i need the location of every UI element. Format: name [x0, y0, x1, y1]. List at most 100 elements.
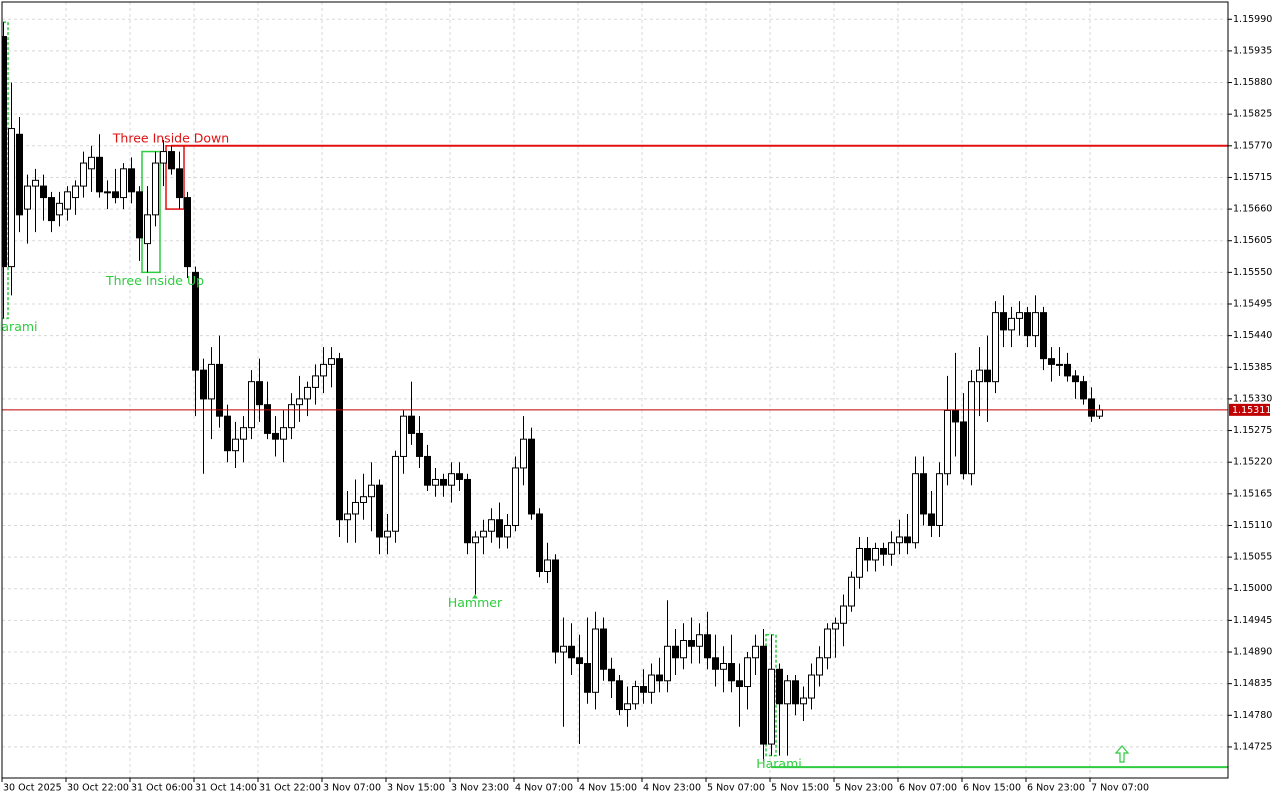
- candle-body: [768, 668, 775, 745]
- candle-body: [208, 363, 215, 400]
- x-tick-label: 7 Nov 07:00: [1091, 783, 1149, 794]
- y-tick-label: 1.15220: [1233, 457, 1272, 468]
- candle-body: [160, 151, 167, 164]
- candle-body: [608, 668, 615, 682]
- candle-body: [792, 680, 799, 705]
- candle-body: [480, 530, 487, 538]
- candle-body: [744, 657, 751, 688]
- candle-body: [296, 398, 303, 406]
- candle-body: [168, 151, 175, 170]
- candle-body: [408, 415, 415, 434]
- candle-body: [952, 409, 959, 423]
- candle-body: [600, 628, 607, 670]
- candle-body: [592, 628, 599, 693]
- candle-body: [536, 513, 543, 572]
- candle-body: [848, 576, 855, 607]
- candle-body: [648, 674, 655, 693]
- y-tick-label: 1.15385: [1233, 362, 1272, 373]
- candle-body: [912, 473, 919, 544]
- y-tick-label: 1.14780: [1233, 710, 1272, 721]
- candle-body: [928, 513, 935, 526]
- candle-body: [960, 421, 967, 475]
- y-tick-label: 1.15000: [1233, 583, 1272, 594]
- x-tick-label: 5 Nov 07:00: [707, 783, 765, 794]
- candle-body: [72, 185, 79, 199]
- candle-body: [104, 191, 111, 194]
- candle-body: [280, 427, 287, 440]
- candle-body: [568, 645, 575, 659]
- candle-body: [800, 697, 807, 705]
- y-tick-label: 1.15770: [1233, 140, 1272, 151]
- candle-body: [56, 202, 63, 216]
- candle-body: [560, 645, 567, 653]
- y-tick-label: 1.15275: [1233, 425, 1272, 436]
- candle-body: [344, 513, 351, 521]
- x-tick-label: 3 Nov 23:00: [451, 783, 509, 794]
- candle-body: [1024, 312, 1031, 337]
- x-tick-label: 3 Nov 15:00: [387, 783, 445, 794]
- candle-body: [1000, 312, 1007, 331]
- pattern-label: Hammer: [448, 595, 503, 610]
- candle-body: [752, 645, 759, 659]
- candle-body: [816, 657, 823, 676]
- x-tick-label: 6 Nov 15:00: [963, 783, 1021, 794]
- candle-body: [552, 559, 559, 653]
- candle-body: [232, 438, 239, 452]
- candle-body: [472, 536, 479, 544]
- candle-body: [760, 645, 767, 745]
- candle-body: [808, 674, 815, 699]
- candle-body: [16, 133, 23, 216]
- candle-body: [704, 634, 711, 659]
- plot-area: [2, 2, 1228, 778]
- x-tick-label: 31 Oct 06:00: [131, 783, 193, 794]
- candle-body: [504, 524, 511, 538]
- x-tick-label: 30 Oct 22:00: [67, 783, 129, 794]
- pattern-box: [165, 145, 185, 210]
- candle-body: [120, 168, 127, 199]
- x-tick-label: 5 Nov 23:00: [835, 783, 893, 794]
- y-tick-label: 1.14835: [1233, 678, 1272, 689]
- y-tick-label: 1.15605: [1233, 235, 1272, 246]
- candle-body: [360, 496, 367, 503]
- candle-body: [736, 680, 743, 688]
- candle-body: [8, 128, 15, 268]
- candle-body: [1040, 312, 1047, 360]
- candle-body: [96, 156, 103, 193]
- last-price-label: 1.15311: [1232, 405, 1271, 416]
- candle-body: [496, 519, 503, 538]
- candle-body: [24, 185, 31, 210]
- candle-body: [872, 547, 879, 561]
- candle-body: [400, 415, 407, 457]
- candle-body: [584, 663, 591, 693]
- y-tick-label: 1.14725: [1233, 741, 1272, 752]
- candle-body: [976, 369, 983, 383]
- candle-body: [512, 467, 519, 526]
- candle-body: [2, 36, 7, 268]
- candle-body: [384, 530, 391, 538]
- candle-body: [528, 438, 535, 515]
- x-tick-label: 31 Oct 14:00: [195, 783, 257, 794]
- candle-body: [720, 663, 727, 670]
- candle-body: [112, 191, 119, 199]
- hammer-arrow: [472, 594, 478, 599]
- candle-body: [672, 645, 679, 659]
- candle-body: [152, 162, 159, 216]
- candle-body: [392, 455, 399, 532]
- pattern-label: Three Inside Up: [105, 273, 204, 288]
- y-tick-label: 1.15550: [1233, 267, 1272, 278]
- candle-body: [688, 640, 695, 647]
- candle-body: [1096, 409, 1103, 417]
- y-tick-label: 1.14945: [1233, 615, 1272, 626]
- candle-body: [320, 363, 327, 377]
- pattern-label: Three Inside Down: [112, 130, 229, 145]
- candle-body: [776, 668, 783, 705]
- candle-body: [440, 478, 447, 486]
- candle-body: [456, 473, 463, 480]
- candle-body: [784, 680, 791, 705]
- candle-body: [840, 605, 847, 624]
- y-tick-label: 1.15110: [1233, 520, 1272, 531]
- candle-body: [864, 547, 871, 561]
- x-tick-label: 31 Oct 22:00: [259, 783, 321, 794]
- candle-body: [984, 369, 991, 383]
